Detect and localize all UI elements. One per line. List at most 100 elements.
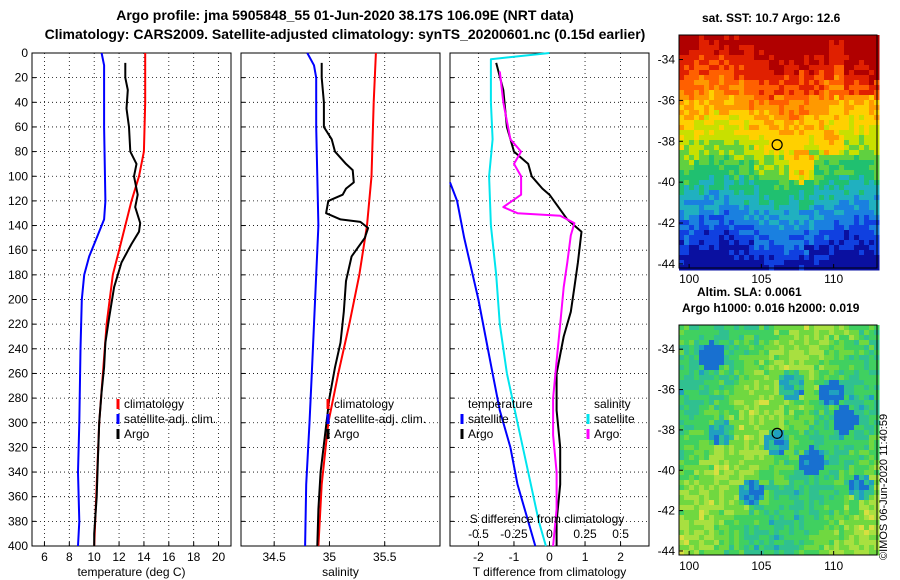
map-cell [814, 495, 820, 501]
map-cell [769, 440, 775, 446]
map-cell [774, 420, 780, 426]
map-cell [724, 145, 730, 151]
map-cell [769, 345, 775, 351]
map-cell [784, 150, 790, 156]
map-cell [689, 250, 695, 256]
map-cell [769, 365, 775, 371]
map-cell [709, 480, 715, 486]
map-cell [864, 70, 870, 76]
map-cell [809, 35, 815, 41]
map-cell [864, 355, 870, 361]
map-cell [829, 475, 835, 481]
map-cell [679, 170, 685, 176]
map-cell [789, 105, 795, 111]
map-cell [784, 155, 790, 161]
map-cell [829, 325, 835, 331]
map-cell [809, 500, 815, 506]
map-cell [714, 415, 720, 421]
map-cell [839, 45, 845, 51]
map-cell [744, 230, 750, 236]
map-cell [824, 380, 830, 386]
map-cell [844, 500, 850, 506]
map-cell [719, 50, 725, 56]
map-cell [724, 35, 730, 41]
map-cell [769, 235, 775, 241]
map-cell [799, 550, 805, 556]
map-cell [859, 525, 865, 531]
map-cell [859, 410, 865, 416]
map-cell [814, 175, 820, 181]
map-cell [824, 335, 830, 341]
xtick-label: -1 [509, 550, 520, 564]
xtick-label: 0 [546, 550, 553, 564]
map-cell [854, 370, 860, 376]
map-cell [689, 445, 695, 451]
map-cell [854, 510, 860, 516]
map-cell [829, 330, 835, 336]
map-cell [844, 140, 850, 146]
map-cell [754, 180, 760, 186]
map-cell [814, 100, 820, 106]
map-cell [829, 370, 835, 376]
map-cell [854, 145, 860, 151]
map-cell [859, 485, 865, 491]
map-cell [779, 180, 785, 186]
map-cell [719, 70, 725, 76]
map-cell [734, 225, 740, 231]
map-cell [739, 355, 745, 361]
map-cell [704, 405, 710, 411]
map-cell [819, 165, 825, 171]
map-cell [809, 170, 815, 176]
map-cell [824, 185, 830, 191]
map-cell [754, 185, 760, 191]
map-cell [794, 75, 800, 81]
map-cell [704, 535, 710, 541]
map-cell [809, 450, 815, 456]
map-cell [769, 325, 775, 331]
map-cell [754, 445, 760, 451]
map-cell [729, 145, 735, 151]
ytick-label: 60 [15, 120, 29, 134]
map-cell [829, 410, 835, 416]
map-cell [764, 440, 770, 446]
map-cell [844, 375, 850, 381]
map-cell [699, 490, 705, 496]
map-cell [734, 110, 740, 116]
map-cell [754, 200, 760, 206]
map-cell [839, 440, 845, 446]
map-cell [764, 550, 770, 556]
map-cell [829, 75, 835, 81]
map-cell [719, 510, 725, 516]
map-cell [714, 375, 720, 381]
map-cell [709, 240, 715, 246]
map-cell [754, 220, 760, 226]
xtick-label: 6 [41, 550, 48, 564]
map-cell [784, 375, 790, 381]
legend-label: satellite-adj. clim. [334, 412, 426, 426]
map-cell [699, 105, 705, 111]
map-cell [854, 120, 860, 126]
map-cell [714, 540, 720, 546]
map-cell [724, 205, 730, 211]
map-cell [789, 430, 795, 436]
map-cell [824, 250, 830, 256]
map-cell [794, 140, 800, 146]
map-cell [789, 210, 795, 216]
map-cell [704, 160, 710, 166]
map-cell [714, 455, 720, 461]
map-cell [764, 125, 770, 131]
map-cell [824, 60, 830, 66]
map-cell [729, 475, 735, 481]
map-cell [784, 200, 790, 206]
map-cell [739, 380, 745, 386]
map-cell [799, 145, 805, 151]
map-cell [739, 55, 745, 61]
map-cell [829, 510, 835, 516]
map-cell [784, 365, 790, 371]
map-cell [869, 145, 875, 151]
map-cell [684, 465, 690, 471]
map-cell [799, 430, 805, 436]
map-cell [834, 545, 840, 551]
map-cell [714, 225, 720, 231]
map-cell [834, 470, 840, 476]
